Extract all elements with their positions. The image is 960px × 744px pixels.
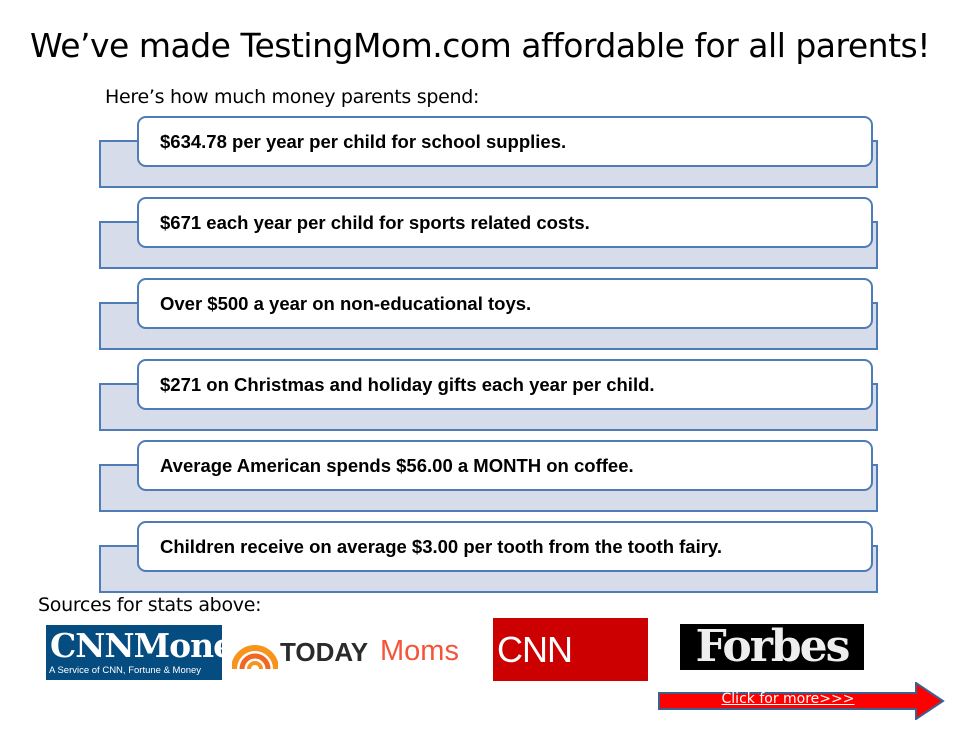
arrow-right-icon — [658, 682, 945, 720]
stat-item: Over $500 a year on non-educational toys… — [137, 278, 873, 329]
cnn-money-logo: CNNMoney A Service of CNN, Fortune & Mon… — [46, 625, 252, 680]
cnn-money-name: CNNMoney — [50, 626, 252, 665]
stat-item: $271 on Christmas and holiday gifts each… — [137, 359, 873, 410]
forbes-logo: Forbes — [680, 624, 864, 670]
stat-item: Average American spends $56.00 a MONTH o… — [137, 440, 873, 491]
rainbow-icon — [232, 645, 278, 670]
today-section: Moms — [380, 635, 459, 667]
today-brand: TODAY — [280, 637, 369, 667]
cnn-living-logo: CNN Living — [493, 618, 648, 733]
stat-item: Children receive on average $3.00 per to… — [137, 521, 873, 572]
page-title: We’ve made TestingMom.com affordable for… — [30, 26, 930, 65]
today-moms-logo: TODAY Moms — [232, 635, 472, 671]
stat-item: $671 each year per child for sports rela… — [137, 197, 873, 248]
click-for-more-button[interactable]: Click for more>>> — [658, 682, 946, 720]
sources-label: Sources for stats above: — [38, 594, 262, 616]
subtitle: Here’s how much money parents spend: — [105, 86, 480, 108]
click-for-more-link[interactable]: Click for more>>> — [721, 691, 855, 707]
stat-item: $634.78 per year per child for school su… — [137, 116, 873, 167]
cnn-money-tagline: A Service of CNN, Fortune & Money — [49, 665, 202, 676]
